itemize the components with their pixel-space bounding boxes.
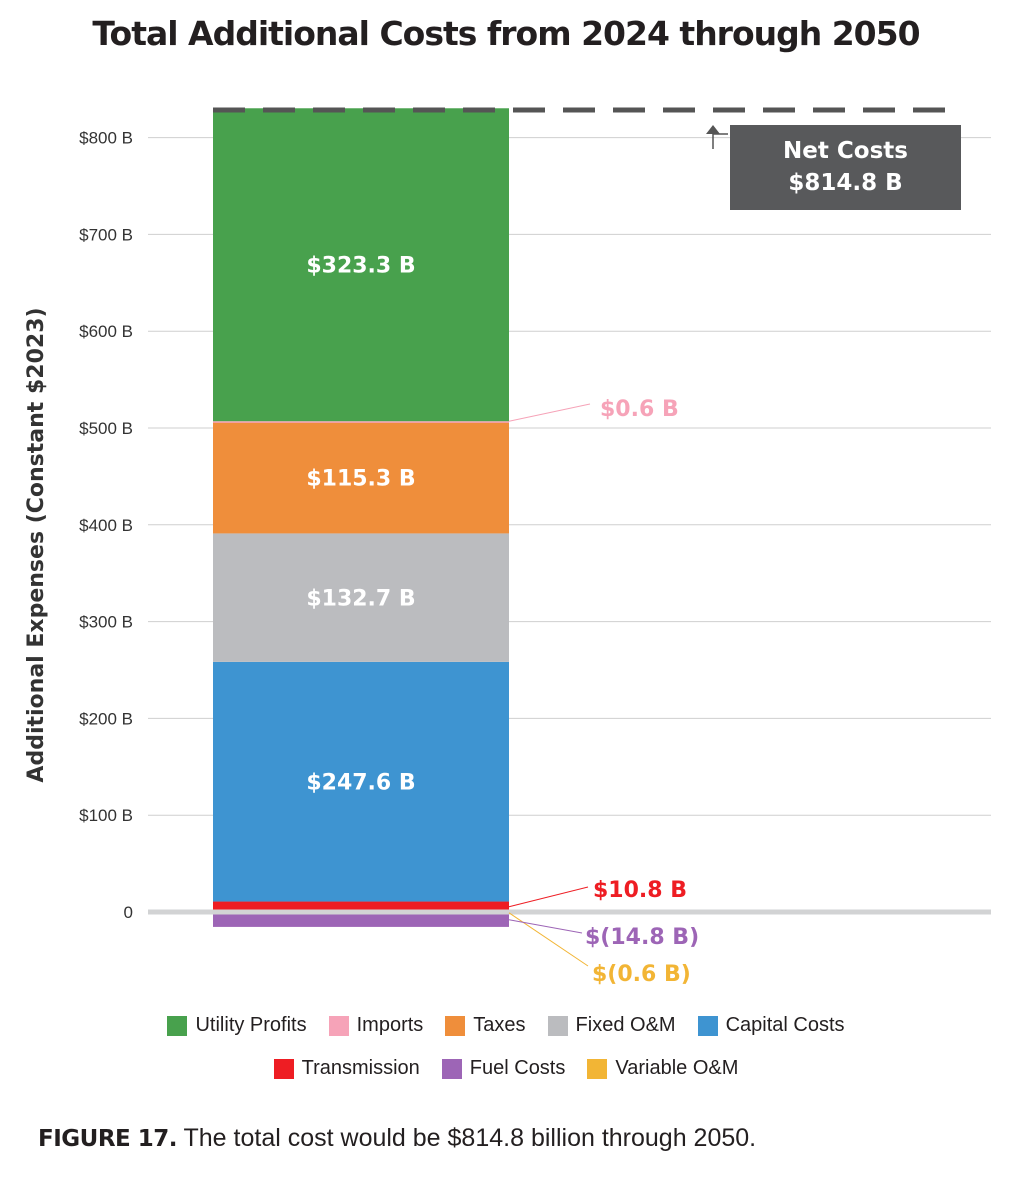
data-label-fuel-costs: $(14.8 B) <box>585 925 699 950</box>
bar-segment-taxes <box>213 421 509 534</box>
data-label-variable-o-m: $(0.6 B) <box>592 962 691 987</box>
legend-row-2: Transmission Fuel Costs Variable O&M <box>0 1057 1012 1080</box>
legend-item-capital-costs: Capital Costs <box>697 1014 845 1037</box>
legend-swatch <box>167 1015 188 1036</box>
data-label-fixed-o-m: $132.7 B <box>306 587 415 612</box>
legend-swatch <box>697 1015 718 1036</box>
y-tick-label: $100 B <box>79 806 133 825</box>
legend-item-imports: Imports <box>328 1014 424 1037</box>
bar-segment-fuel-costs <box>213 912 509 927</box>
legend-swatch <box>587 1058 608 1079</box>
chart-plot: 0 $100 B $200 B $300 B $400 B $500 B $600 B $70… <box>24 107 991 987</box>
legend-swatch <box>441 1058 462 1079</box>
data-label-transmission: $10.8 B <box>593 878 687 903</box>
legend-item-taxes: Taxes <box>445 1014 526 1037</box>
data-label-taxes: $115.3 B <box>306 467 415 492</box>
figure-caption: FIGURE 17. The total cost would be $814.… <box>38 1124 756 1153</box>
net-cost-box <box>730 125 961 210</box>
chart-title: Total Additional Costs from 2024 through… <box>92 14 920 53</box>
net-cost-arrow-icon <box>706 125 720 134</box>
legend-row-1: Utility Profits Imports Taxes Fixed O&M Capi… <box>0 1014 1012 1037</box>
data-label-imports: $0.6 B <box>600 397 679 422</box>
legend-item-transmission: Transmission <box>273 1057 420 1080</box>
y-tick-label: $800 B <box>79 129 133 148</box>
callout-line-variable-o-m <box>508 912 589 967</box>
legend-swatch <box>328 1015 349 1036</box>
legend-item-fixed-o-m: Fixed O&M <box>547 1014 676 1037</box>
net-cost-title: Net Costs <box>783 138 908 164</box>
legend-item-fuel-costs: Fuel Costs <box>441 1057 566 1080</box>
data-label-utility-profits: $323.3 B <box>306 254 415 279</box>
y-tick-label: $600 B <box>79 322 133 341</box>
legend-swatch <box>547 1015 568 1036</box>
legend-label: Transmission <box>301 1057 420 1079</box>
y-tick-label: 0 <box>124 903 133 922</box>
legend-label: Imports <box>356 1014 424 1036</box>
bar-segment-imports <box>213 421 509 423</box>
legend-label: Variable O&M <box>615 1057 739 1079</box>
net-cost-arrow-stem <box>712 133 728 149</box>
y-tick-label: $700 B <box>79 225 133 244</box>
legend-swatch <box>445 1015 466 1036</box>
legend-swatch <box>273 1058 294 1079</box>
callout-line-transmission <box>508 886 589 908</box>
y-tick-label: $500 B <box>79 419 133 438</box>
legend-label: Fixed O&M <box>575 1014 676 1036</box>
callout-line-imports <box>508 403 591 422</box>
data-label-capital-costs: $247.6 B <box>306 771 415 796</box>
bar-segment-transmission <box>213 901 509 912</box>
legend-label: Taxes <box>473 1014 526 1036</box>
legend-label: Fuel Costs <box>469 1057 566 1079</box>
figure-caption-label: FIGURE 17. <box>38 1126 178 1152</box>
y-tick-label: $300 B <box>79 613 133 632</box>
y-axis-label: Additional Expenses (Constant $2023) <box>24 307 49 782</box>
figure-caption-text: The total cost would be $814.8 billion t… <box>177 1124 757 1152</box>
callout-line-fuel-costs <box>508 919 583 934</box>
legend-label: Capital Costs <box>725 1014 845 1036</box>
bar-segment-utility-profits <box>213 108 509 422</box>
bar-segment-fixed-o-m <box>213 533 509 662</box>
y-tick-label: $400 B <box>79 516 133 535</box>
net-cost-value: $814.8 B <box>788 170 902 196</box>
legend-item-utility-profits: Utility Profits <box>167 1014 307 1037</box>
legend-label: Utility Profits <box>195 1014 307 1036</box>
legend-item-variable-o-m: Variable O&M <box>587 1057 738 1080</box>
y-tick-label: $200 B <box>79 709 133 728</box>
bar-segment-capital-costs <box>213 661 509 902</box>
